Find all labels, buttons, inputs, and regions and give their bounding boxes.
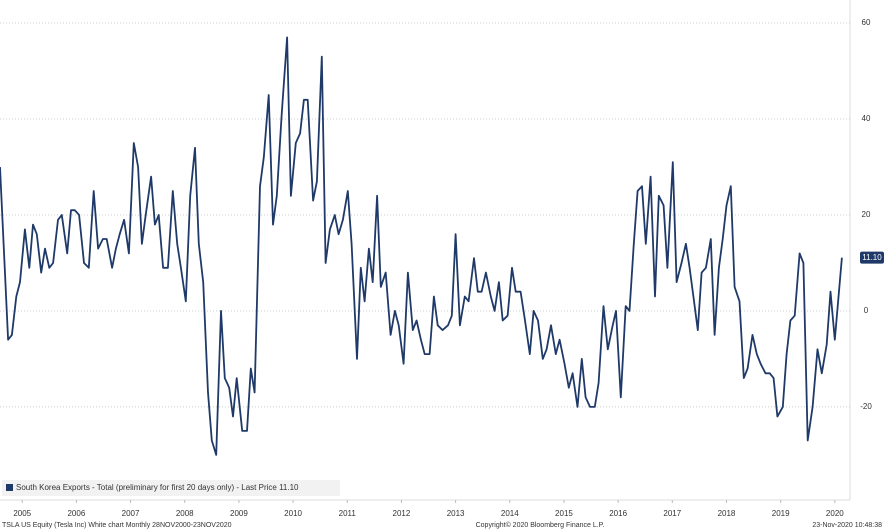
last-price-tag bbox=[860, 251, 884, 264]
footer-left: TSLA US Equity (Tesla Inc) White chart M… bbox=[2, 522, 232, 529]
x-tick-label: 2014 bbox=[501, 509, 519, 518]
legend-box bbox=[2, 480, 340, 496]
x-tick-label: 2012 bbox=[393, 509, 411, 518]
x-tick-label: 2013 bbox=[447, 509, 465, 518]
x-tick-label: 2019 bbox=[772, 509, 790, 518]
x-tick-label: 2009 bbox=[230, 509, 248, 518]
series-line bbox=[0, 36, 843, 456]
x-tick-label: 2010 bbox=[284, 509, 302, 518]
x-tick-label: 2005 bbox=[13, 509, 31, 518]
x-tick-label: 2017 bbox=[663, 509, 681, 518]
x-tick-label: 2018 bbox=[718, 509, 736, 518]
footer-right: 23-Nov-2020 10:48:38 bbox=[812, 522, 882, 529]
x-tick-label: 2020 bbox=[826, 509, 844, 518]
y-tick-label: 20 bbox=[862, 210, 871, 219]
x-tick-label: 2016 bbox=[609, 509, 627, 518]
x-tick-label: 2007 bbox=[122, 509, 140, 518]
y-tick-label: 40 bbox=[862, 114, 871, 123]
legend-label: South Korea Exports - Total (preliminary… bbox=[16, 483, 299, 492]
y-tick-label: 0 bbox=[864, 306, 869, 315]
footer-center: Copyright© 2020 Bloomberg Finance L.P. bbox=[476, 521, 605, 529]
x-tick-label: 2006 bbox=[67, 509, 85, 518]
x-tick-label: 2008 bbox=[176, 509, 194, 518]
last-price-label: 11.10 bbox=[862, 253, 882, 262]
x-tick-label: 2011 bbox=[339, 509, 357, 518]
y-tick-label: 60 bbox=[862, 18, 871, 27]
legend-swatch bbox=[6, 484, 13, 491]
y-tick-label: -20 bbox=[860, 402, 872, 411]
x-tick-label: 2015 bbox=[555, 509, 573, 518]
